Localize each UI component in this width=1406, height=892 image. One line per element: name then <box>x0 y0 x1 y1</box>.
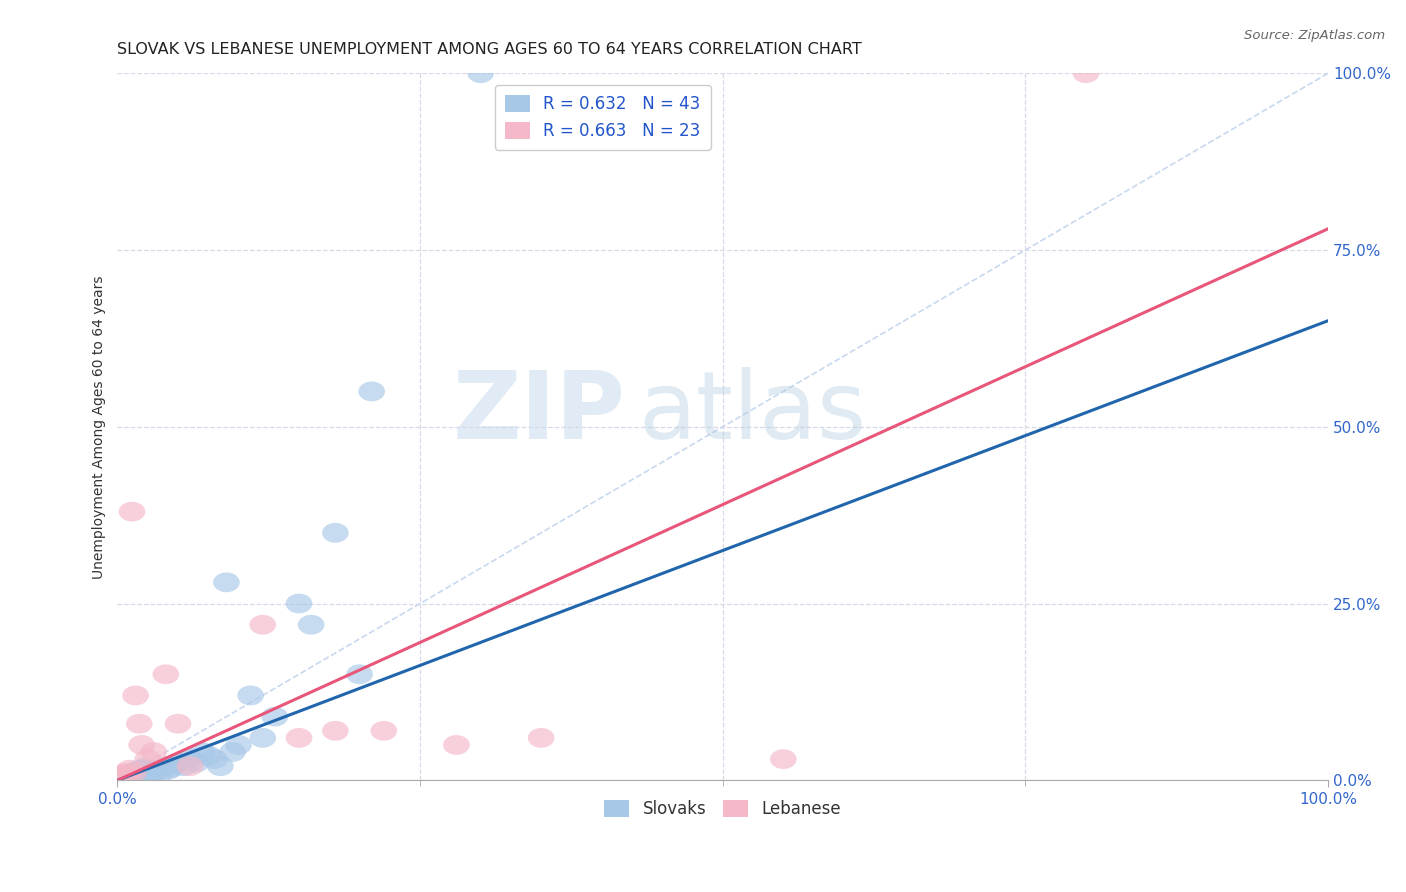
Text: atlas: atlas <box>638 367 866 458</box>
Legend: Slovaks, Lebanese: Slovaks, Lebanese <box>598 794 848 825</box>
Text: ZIP: ZIP <box>453 367 626 458</box>
Text: SLOVAK VS LEBANESE UNEMPLOYMENT AMONG AGES 60 TO 64 YEARS CORRELATION CHART: SLOVAK VS LEBANESE UNEMPLOYMENT AMONG AG… <box>118 42 862 57</box>
Text: Source: ZipAtlas.com: Source: ZipAtlas.com <box>1244 29 1385 42</box>
Y-axis label: Unemployment Among Ages 60 to 64 years: Unemployment Among Ages 60 to 64 years <box>93 275 107 579</box>
